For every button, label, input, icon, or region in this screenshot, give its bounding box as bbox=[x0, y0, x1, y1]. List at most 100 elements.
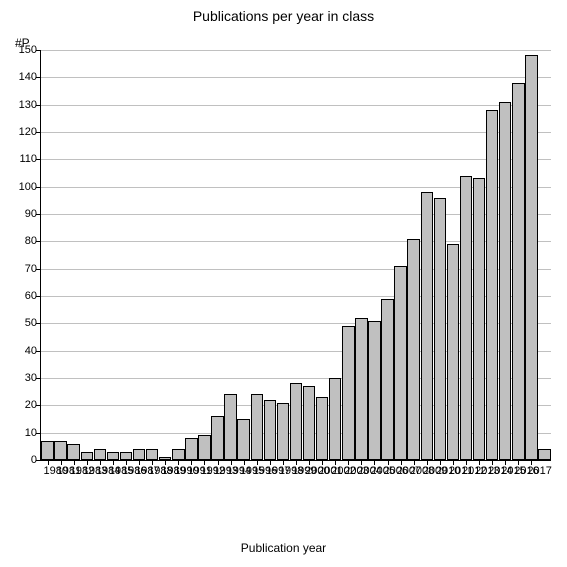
ytick-label: 50 bbox=[7, 317, 37, 329]
bar bbox=[107, 452, 119, 460]
bar bbox=[94, 449, 106, 460]
bar bbox=[355, 318, 367, 460]
xtick-label: 2008 bbox=[410, 466, 418, 476]
bar bbox=[381, 299, 393, 460]
xtick-label: 1992 bbox=[200, 466, 208, 476]
xtick-label: 2004 bbox=[357, 466, 365, 476]
bar bbox=[329, 378, 341, 460]
ytick-label: 150 bbox=[7, 44, 37, 56]
bar bbox=[394, 266, 406, 460]
xtick-label: 2011 bbox=[449, 466, 457, 476]
x-axis-label: Publication year bbox=[0, 541, 567, 555]
xtick-label: 1995 bbox=[240, 466, 248, 476]
xtick-label: 1993 bbox=[214, 466, 222, 476]
xtick-label: 1980 bbox=[44, 466, 52, 476]
xtick-label: 2009 bbox=[423, 466, 431, 476]
bar bbox=[342, 326, 354, 460]
bar bbox=[54, 441, 66, 460]
xtick-label: 2001 bbox=[318, 466, 326, 476]
ytick-label: 130 bbox=[7, 99, 37, 111]
bar bbox=[224, 394, 236, 460]
chart-title: Publications per year in class bbox=[0, 8, 567, 24]
xtick-label: 2005 bbox=[370, 466, 378, 476]
xtick-label: 1998 bbox=[279, 466, 287, 476]
plot-area: 1980198119821983198419851986198719881989… bbox=[40, 50, 551, 461]
ytick-label: 110 bbox=[7, 153, 37, 165]
bar bbox=[538, 449, 550, 460]
xtick-label: 1990 bbox=[174, 466, 182, 476]
bar bbox=[499, 102, 511, 460]
bar bbox=[434, 198, 446, 460]
xtick-label: 1987 bbox=[135, 466, 143, 476]
ytick-label: 20 bbox=[7, 399, 37, 411]
bar bbox=[421, 192, 433, 460]
xtick-label: 2012 bbox=[462, 466, 470, 476]
xtick-label: 1989 bbox=[161, 466, 169, 476]
xtick-label: 1996 bbox=[253, 466, 261, 476]
xtick-label: 2010 bbox=[436, 466, 444, 476]
xtick-label: 1983 bbox=[83, 466, 91, 476]
bar bbox=[460, 176, 472, 460]
bar bbox=[473, 178, 485, 460]
grid-line bbox=[41, 50, 551, 51]
bar bbox=[172, 449, 184, 460]
xtick-label: 1999 bbox=[292, 466, 300, 476]
grid-line bbox=[41, 77, 551, 78]
bar bbox=[368, 321, 380, 460]
grid-line bbox=[41, 105, 551, 106]
xtick-label: 1984 bbox=[96, 466, 104, 476]
bar bbox=[251, 394, 263, 460]
ytick-label: 40 bbox=[7, 345, 37, 357]
bar bbox=[81, 452, 93, 460]
bar bbox=[237, 419, 249, 460]
bar bbox=[290, 383, 302, 460]
bar bbox=[316, 397, 328, 460]
bar bbox=[486, 110, 498, 460]
bar bbox=[146, 449, 158, 460]
xtick-label: 2002 bbox=[331, 466, 339, 476]
chart-container: Publications per year in class #P 198019… bbox=[0, 0, 567, 567]
grid-line bbox=[41, 159, 551, 160]
xtick-label: 2016 bbox=[514, 466, 522, 476]
bar bbox=[185, 438, 197, 460]
xtick-label: 1988 bbox=[148, 466, 156, 476]
xtick-label: 2015 bbox=[501, 466, 509, 476]
bar bbox=[407, 239, 419, 460]
xtick-label: 1997 bbox=[266, 466, 274, 476]
ytick-label: 140 bbox=[7, 71, 37, 83]
xtick-label: 2014 bbox=[488, 466, 496, 476]
xtick-label: 2007 bbox=[397, 466, 405, 476]
ytick-label: 60 bbox=[7, 290, 37, 302]
bar bbox=[264, 400, 276, 460]
bar bbox=[277, 403, 289, 460]
bar bbox=[512, 83, 524, 460]
bar bbox=[525, 55, 537, 460]
xtick-label: 1994 bbox=[227, 466, 235, 476]
bar bbox=[211, 416, 223, 460]
ytick-label: 120 bbox=[7, 126, 37, 138]
ytick-label: 30 bbox=[7, 372, 37, 384]
xtick-label: 1991 bbox=[187, 466, 195, 476]
ytick-label: 0 bbox=[7, 454, 37, 466]
xtick-label: 2013 bbox=[475, 466, 483, 476]
ytick-label: 100 bbox=[7, 181, 37, 193]
xtick-label: 1986 bbox=[122, 466, 130, 476]
xtick-label: 2017 bbox=[527, 466, 535, 476]
bar bbox=[133, 449, 145, 460]
bar bbox=[67, 444, 79, 460]
bar bbox=[198, 435, 210, 460]
grid-line bbox=[41, 132, 551, 133]
bar bbox=[303, 386, 315, 460]
xtick-label: 2000 bbox=[305, 466, 313, 476]
xtick-label: 1981 bbox=[57, 466, 65, 476]
ytick-label: 10 bbox=[7, 427, 37, 439]
xtick-label: 2006 bbox=[384, 466, 392, 476]
bar bbox=[447, 244, 459, 460]
ytick-label: 80 bbox=[7, 235, 37, 247]
ytick-label: 90 bbox=[7, 208, 37, 220]
xtick-label: 2003 bbox=[344, 466, 352, 476]
xtick-label: 1982 bbox=[70, 466, 78, 476]
ytick-label: 70 bbox=[7, 263, 37, 275]
bar bbox=[120, 452, 132, 460]
bar bbox=[41, 441, 53, 460]
